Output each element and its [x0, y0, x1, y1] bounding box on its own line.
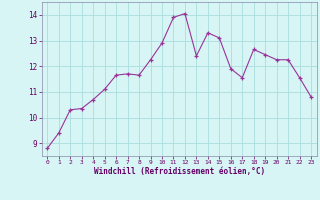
X-axis label: Windchill (Refroidissement éolien,°C): Windchill (Refroidissement éolien,°C)	[94, 167, 265, 176]
